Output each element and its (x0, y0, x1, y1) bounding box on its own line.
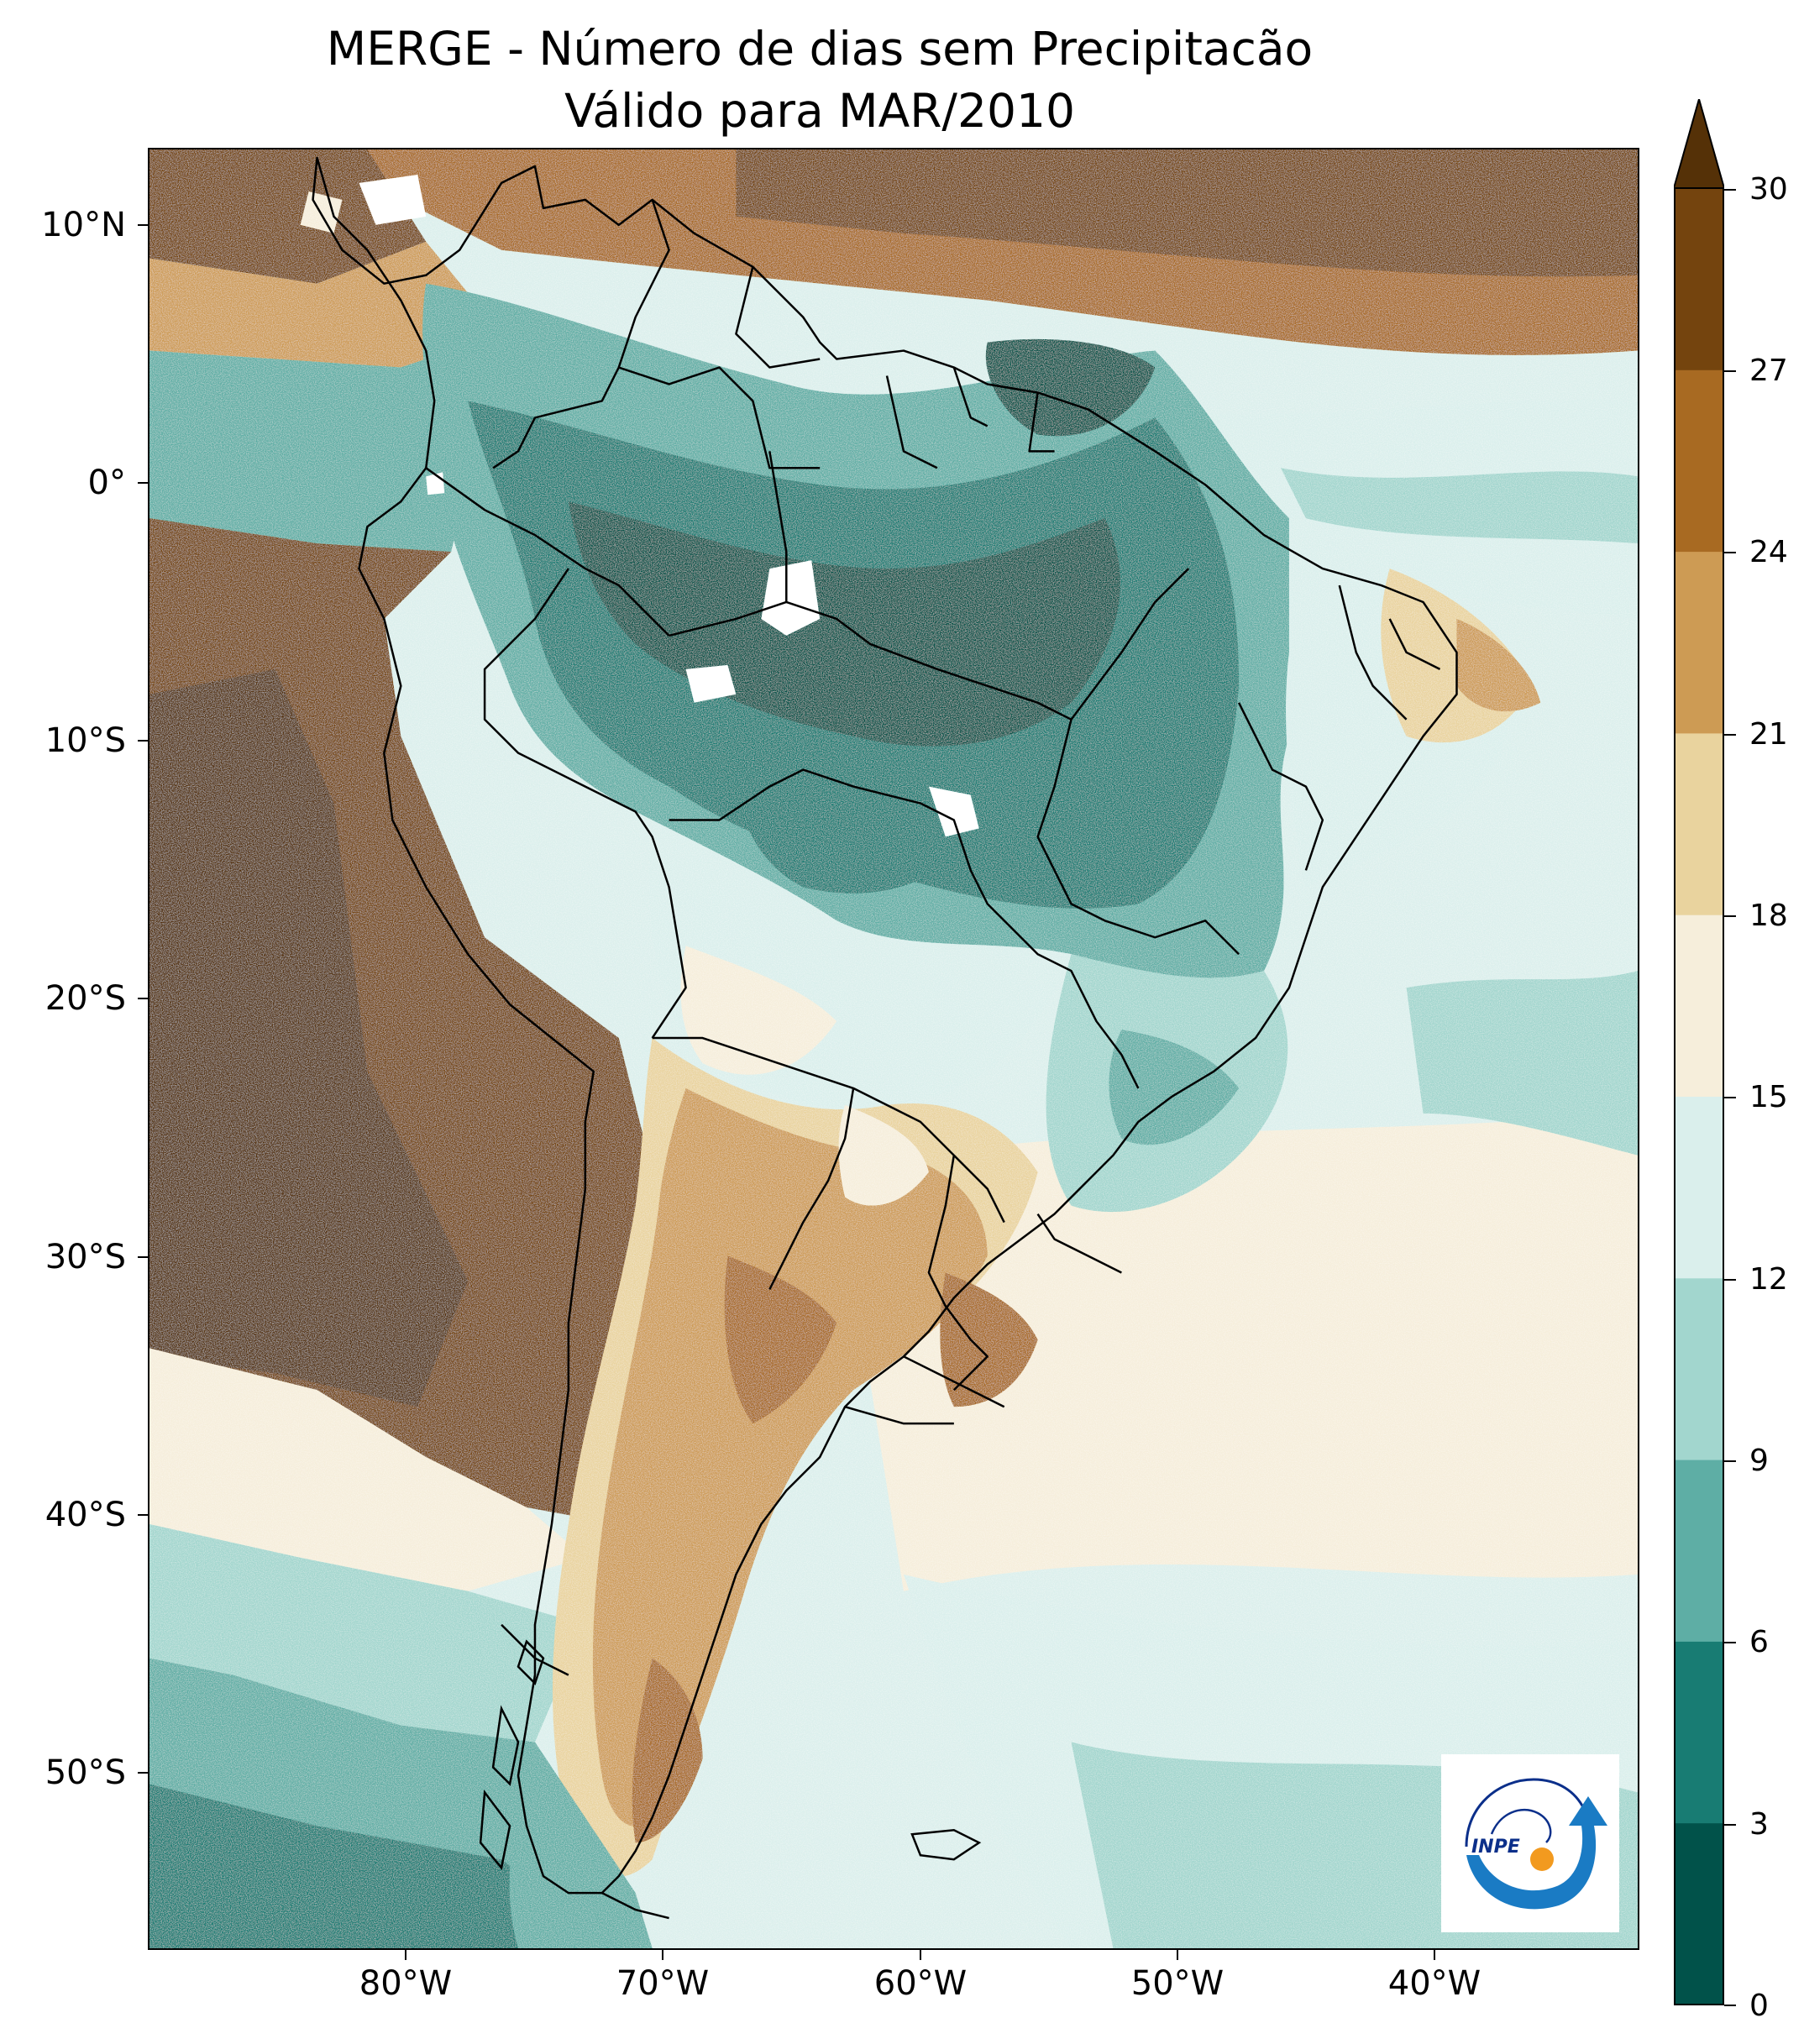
colorbar-segment (1674, 1277, 1724, 1460)
lat-label: 0° (87, 464, 126, 502)
colorbar-segment (1674, 1460, 1724, 1642)
lat-label: 10°S (45, 721, 126, 760)
colorbar-label: 0 (1749, 1989, 1769, 2023)
lon-tick (405, 1950, 406, 1960)
lat-label: 20°S (45, 979, 126, 1018)
colorbar-segment (1674, 1641, 1724, 1824)
colorbar (1674, 99, 1724, 2005)
inpe-logo: INPE (1441, 1754, 1619, 1932)
lon-tick (1177, 1950, 1178, 1960)
inpe-logo-icon (1465, 1778, 1607, 1910)
lat-tick (138, 482, 148, 484)
lat-label: 40°S (45, 1496, 126, 1534)
colorbar-tick (1724, 1824, 1736, 1826)
colorbar-segment (1674, 188, 1724, 370)
colorbar-label: 27 (1749, 354, 1788, 388)
map-title: MERGE - Número de dias sem Precipitacão (326, 22, 1314, 76)
lat-tick (138, 740, 148, 742)
colorbar-tick (1724, 1642, 1736, 1643)
lat-tick (138, 998, 148, 999)
colorbar-label: 3 (1749, 1807, 1769, 1842)
lat-tick (138, 1514, 148, 1516)
colorbar-tick (1724, 915, 1736, 917)
lon-label: 60°W (873, 1964, 968, 2003)
map-canvas (149, 149, 1638, 1948)
lon-tick (920, 1950, 921, 1960)
lon-tick (1434, 1950, 1435, 1960)
lat-label: 50°S (45, 1753, 126, 1792)
inpe-logo-text: INPE (1471, 1837, 1520, 1858)
colorbar-tick (1724, 1460, 1736, 1462)
colorbar-tick (1724, 2005, 1736, 2006)
colorbar-tick (1724, 1279, 1736, 1281)
lon-label: 50°W (1130, 1964, 1225, 2003)
colorbar-segment (1674, 915, 1724, 1097)
colorbar-extend-arrow (1674, 99, 1724, 189)
colorbar-segment (1674, 732, 1724, 915)
lon-label: 40°W (1387, 1964, 1481, 2003)
colorbar-segment (1674, 551, 1724, 734)
colorbar-tick (1724, 552, 1736, 553)
lat-tick (138, 1256, 148, 1258)
colorbar-tick (1724, 1097, 1736, 1098)
map-subtitle: Válido para MAR/2010 (564, 84, 1075, 138)
lat-tick (138, 224, 148, 226)
colorbar-segments (1674, 188, 1724, 2005)
precipitation-map (148, 148, 1639, 1950)
colorbar-tick (1724, 734, 1736, 736)
colorbar-segment (1674, 1822, 1724, 2005)
country-borders (312, 156, 1458, 1920)
lon-tick (662, 1950, 663, 1960)
colorbar-label: 6 (1749, 1625, 1769, 1659)
colorbar-svg (1674, 99, 1724, 2005)
colorbar-segment (1674, 369, 1724, 553)
lon-label: 70°W (616, 1964, 710, 2003)
colorbar-segment (1674, 1096, 1724, 1279)
colorbar-label: 18 (1749, 899, 1788, 933)
precipitation-field (149, 149, 1638, 1948)
colorbar-label: 9 (1749, 1444, 1769, 1478)
colorbar-label: 21 (1749, 717, 1788, 752)
colorbar-tick (1724, 189, 1736, 191)
colorbar-label: 30 (1749, 172, 1788, 207)
islands (479, 1639, 982, 1870)
colorbar-label: 15 (1749, 1080, 1788, 1114)
colorbar-tick (1724, 370, 1736, 372)
lon-label: 80°W (359, 1964, 453, 2003)
lat-label: 10°N (41, 206, 126, 244)
colorbar-label: 24 (1749, 535, 1788, 569)
colorbar-label: 12 (1749, 1262, 1788, 1297)
lat-tick (138, 1772, 148, 1774)
lat-label: 30°S (45, 1238, 126, 1276)
